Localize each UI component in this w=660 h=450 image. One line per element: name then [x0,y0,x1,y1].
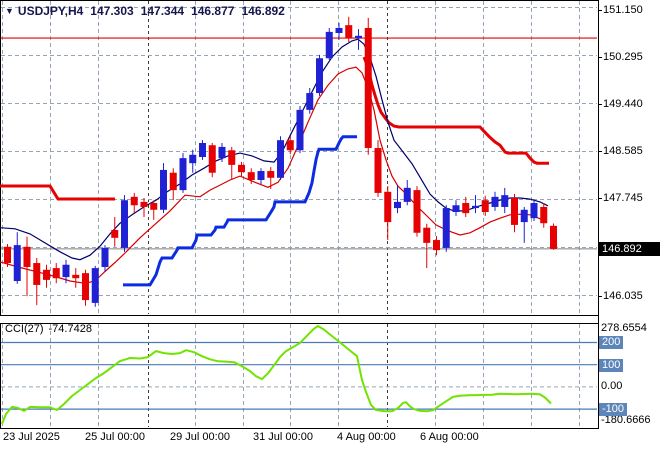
candle-up [452,205,460,212]
candle-down [208,145,216,173]
candle-up [306,93,314,110]
candle-up [316,58,323,94]
price-axis-label: 150.295 [603,51,643,63]
candle-down [4,246,11,264]
ohlc-close: 146.892 [241,4,285,18]
candle-down [550,225,557,249]
time-axis-label: 23 Jul 2025 [3,431,60,443]
candle-up [277,140,284,178]
candle-up [101,247,109,267]
cci-indicator-label: CCI(27) -74.7428 [5,323,92,335]
candle-up [530,203,538,219]
step-resistance-line-left [0,184,115,201]
cci-line [1,325,552,425]
candle-down [423,227,431,243]
symbol-label: USDJPY,H4 [17,4,84,18]
chart-header: ▼ USDJPY,H4 147.303 147.344 146.877 146.892 [5,4,285,18]
time-axis-label: 6 Aug 00:00 [420,431,479,443]
candle-down [413,190,421,233]
candle-down [364,27,372,149]
candle-up [91,268,99,303]
time-axis-label: 25 Jul 00:00 [85,431,145,443]
price-axis-label: 151.150 [603,4,643,16]
current-price-badge: 146.892 [599,241,660,256]
candle-down [228,150,236,165]
price-axis-label: 149.440 [603,98,643,110]
candle-up [296,109,304,151]
candle-down [267,171,275,178]
candle-up [355,35,362,39]
candle-up [491,196,499,207]
candle-down [481,200,489,212]
candle-up [13,245,21,282]
cci-level-badge: -100 [599,403,628,417]
time-axis-label: 31 Jul 00:00 [253,431,313,443]
cci-axis-label: 278.6554 [601,322,647,334]
candle-up [189,154,197,164]
candle-up [257,171,265,181]
cci-level-badge: 200 [599,336,624,350]
candle-up [501,195,509,207]
candle-down [150,203,158,210]
step-resistance-line-right [362,56,549,165]
candle-up [394,201,401,209]
candle-down [511,197,518,225]
candle-down [286,140,294,151]
candle-down [23,246,31,267]
ma-fast-line [0,38,549,261]
candle-down [130,196,138,206]
candle-down [238,164,245,173]
ohlc-high: 147.344 [140,4,185,18]
price-axis-label: 148.585 [603,145,643,157]
candle-up [179,158,187,191]
cci-level-badge: 100 [599,358,624,372]
candle-down [52,268,60,279]
candle-down [111,229,119,238]
candle-up [520,209,528,223]
cci-name: CCI(27) [5,323,44,335]
time-axis-label: 29 Jul 00:00 [170,431,230,443]
candle-down [345,25,353,39]
ohlc-low: 146.877 [191,4,235,18]
candle-down [462,203,470,214]
candle-down [384,191,392,223]
price-axis-label: 146.035 [603,290,643,302]
candle-down [169,172,177,191]
candle-down [247,172,255,181]
symbol-dropdown-icon[interactable]: ▼ [5,6,14,16]
price-axis-label: 147.745 [603,192,643,204]
candle-up [160,169,167,210]
candle-down [140,201,148,207]
candle-down [33,263,41,285]
ohlc-open: 147.303 [90,4,134,18]
candle-up [62,264,70,278]
candle-down [540,206,548,224]
candle-up [403,187,411,202]
candle-up [121,200,128,248]
candle-down [374,148,382,193]
main-panel-border [0,0,599,316]
cci-axis-label: -180.6666 [601,414,651,426]
cci-axis-label: 0.00 [601,380,623,392]
candle-up [199,142,206,158]
cci-value: -74.7428 [48,323,92,335]
candle-down [82,273,89,301]
candle-up [442,208,450,248]
candle-up [325,31,333,59]
candle-down [433,240,440,251]
step-support-line [123,135,357,287]
ma-slow-line [0,66,548,284]
candle-down [72,274,80,279]
candle-up [218,146,226,159]
candle-down [43,269,50,280]
cci-panel-border [0,323,599,429]
candle-up [335,27,343,34]
time-axis-label: 4 Aug 00:00 [337,431,396,443]
candle-up [472,205,479,209]
